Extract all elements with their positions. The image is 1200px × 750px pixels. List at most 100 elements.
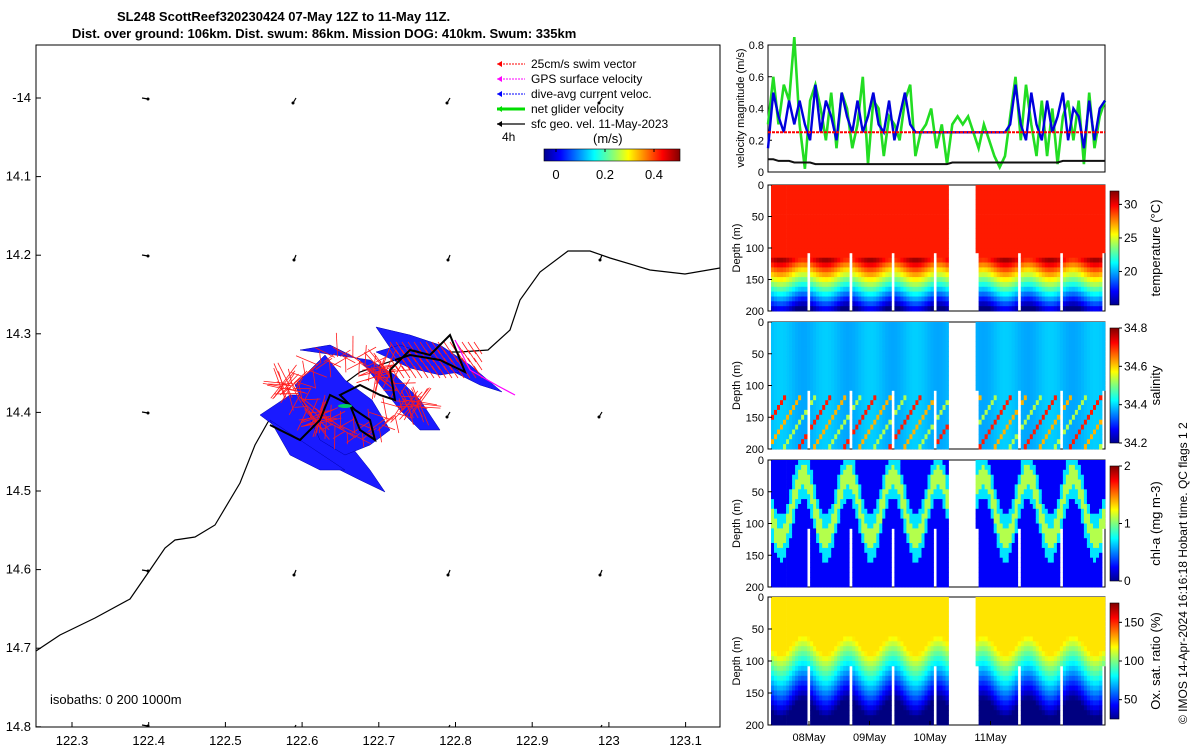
section-cell: [822, 223, 826, 229]
section-cell: [798, 194, 802, 200]
section-cell: [915, 385, 919, 391]
section-cell: [909, 277, 913, 283]
section-cell: [771, 395, 775, 401]
section-cell: [792, 326, 796, 333]
section-cell: [783, 233, 787, 239]
section-cell: [774, 341, 778, 347]
section-cell: [786, 262, 790, 268]
section-cell: [930, 424, 934, 430]
section-cell: [1102, 248, 1106, 254]
section-cell: [882, 356, 886, 362]
section-cell: [867, 277, 871, 283]
section-cell: [780, 257, 784, 263]
section-cell: [945, 223, 949, 229]
section-cell: [1077, 281, 1082, 288]
section-cell: [984, 267, 988, 273]
section-cell: [819, 444, 823, 450]
section-cell: [1074, 277, 1079, 283]
section-cell: [897, 434, 901, 440]
section-cell: [945, 405, 949, 411]
section-cell: [852, 341, 856, 347]
section-cell: [1044, 189, 1049, 195]
section-cell: [804, 286, 808, 292]
section-cell: [810, 296, 814, 302]
section-cell: [909, 209, 913, 215]
section-cell: [978, 444, 982, 450]
section-cell: [843, 439, 847, 445]
section-cell: [867, 322, 871, 328]
section-cell: [894, 326, 898, 333]
section-cell: [1035, 199, 1040, 205]
section-cell: [816, 326, 820, 333]
section-cell: [894, 252, 898, 258]
section-cell: [798, 346, 802, 352]
swim-vector: [461, 349, 471, 363]
section-cell: [936, 248, 940, 254]
section-cell: [813, 243, 817, 249]
section-cell: [1056, 223, 1061, 229]
section-cell: [852, 326, 856, 333]
section-cell: [996, 336, 1001, 342]
section-cell: [897, 341, 901, 347]
map-y-tick-label: 14.7: [6, 640, 31, 655]
section-cell: [861, 286, 865, 292]
section-cell: [1008, 228, 1013, 234]
section-cell: [777, 204, 781, 210]
section-cell: [1014, 390, 1019, 396]
section-cell: [771, 301, 775, 307]
section-cell: [876, 185, 880, 191]
section-cell: [870, 199, 874, 205]
section-cell: [903, 199, 907, 205]
section-cell: [873, 209, 877, 215]
section-cell: [774, 301, 778, 307]
section-cell: [879, 390, 883, 396]
section-cell: [1032, 375, 1037, 381]
section-cell: [924, 429, 928, 435]
section-cell: [915, 306, 919, 312]
section-cell: [909, 233, 913, 239]
section-cell: [984, 444, 988, 450]
section-cell: [930, 326, 934, 333]
section-cell: [1056, 238, 1061, 244]
section-cell: [795, 351, 799, 357]
section-cell: [804, 281, 808, 288]
section-cell: [807, 228, 811, 234]
section-cell: [795, 375, 799, 381]
section-cell: [801, 444, 805, 450]
swim-vector: [419, 341, 429, 355]
section-cell: [984, 204, 988, 210]
section-cell: [813, 326, 817, 333]
section-cell: [1090, 185, 1094, 191]
section-cell: [849, 322, 853, 328]
section-cell: [867, 434, 871, 440]
section-cell: [894, 331, 898, 338]
section-cell: [1038, 267, 1043, 273]
section-cell: [1029, 361, 1034, 367]
section-cell: [822, 185, 826, 191]
section-cell: [816, 209, 820, 215]
section-cell: [1096, 281, 1100, 288]
section-cell: [846, 375, 850, 381]
section-cell: [1071, 214, 1076, 220]
section-cell: [840, 267, 844, 273]
section-cell: [789, 204, 793, 210]
section-cell: [810, 189, 814, 195]
section-cell: [867, 214, 871, 220]
section-cell: [792, 306, 796, 312]
section-cell: [1053, 214, 1058, 220]
section-cell: [870, 281, 874, 288]
section-cell: [837, 361, 841, 367]
section-cell: [891, 326, 895, 333]
section-cell: [927, 233, 931, 239]
section-cell: [936, 400, 940, 406]
section-cell: [810, 322, 814, 328]
section-cell: [924, 336, 928, 342]
section-cell: [858, 380, 862, 386]
section-cell: [1023, 375, 1028, 381]
section-cell: [831, 419, 835, 425]
section-cell: [789, 375, 793, 381]
section-cell: [996, 434, 1001, 440]
section-cell: [786, 331, 790, 338]
section-cell: [903, 252, 907, 258]
section-cell: [864, 361, 868, 367]
